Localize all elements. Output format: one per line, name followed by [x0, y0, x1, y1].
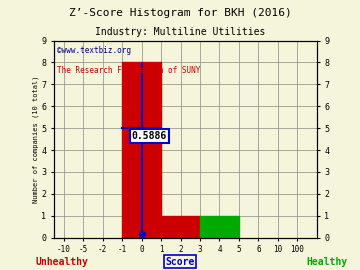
Text: ©www.textbiz.org: ©www.textbiz.org [57, 46, 131, 55]
Text: The Research Foundation of SUNY: The Research Foundation of SUNY [57, 66, 200, 75]
Text: Z’-Score Histogram for BKH (2016): Z’-Score Histogram for BKH (2016) [69, 8, 291, 18]
Y-axis label: Number of companies (10 total): Number of companies (10 total) [32, 75, 39, 203]
Text: Industry: Multiline Utilities: Industry: Multiline Utilities [95, 27, 265, 37]
Text: 0.5886: 0.5886 [132, 131, 167, 141]
Text: Unhealthy: Unhealthy [36, 256, 89, 266]
Bar [161, 216, 200, 238]
Text: Score: Score [165, 256, 195, 266]
Bar [200, 216, 239, 238]
Text: Healthy: Healthy [306, 256, 347, 266]
Bar [122, 62, 161, 238]
